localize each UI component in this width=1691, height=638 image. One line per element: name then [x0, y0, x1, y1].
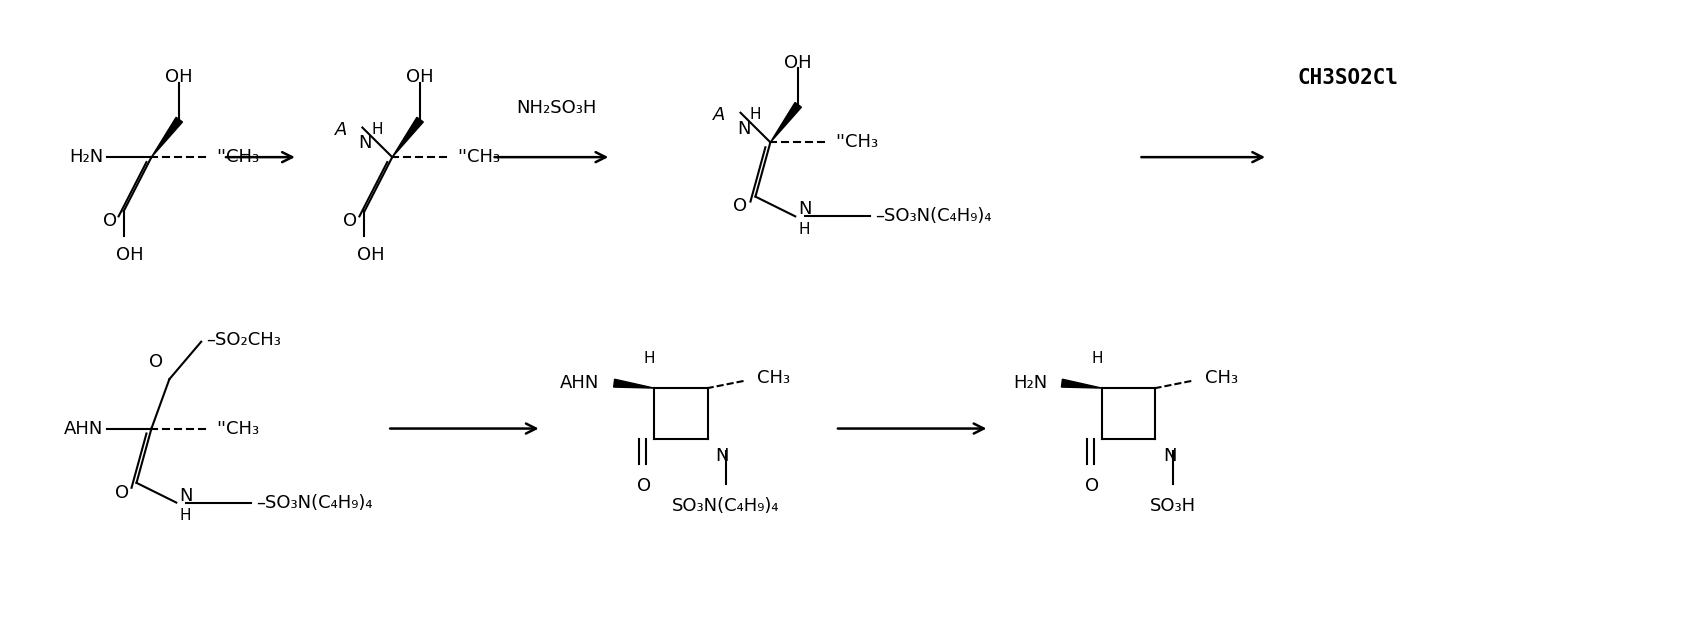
Text: OH: OH [357, 246, 384, 264]
Polygon shape [392, 117, 423, 157]
Text: H₂N: H₂N [69, 148, 103, 166]
Text: SO₃H: SO₃H [1150, 496, 1197, 515]
Text: AHN: AHN [64, 420, 103, 438]
Text: O: O [734, 198, 747, 216]
Text: H₂N: H₂N [1013, 374, 1047, 392]
Text: OH: OH [406, 68, 435, 86]
Text: N: N [737, 119, 751, 138]
Text: CH₃: CH₃ [1206, 369, 1238, 387]
Text: CH₃: CH₃ [758, 369, 791, 387]
Text: N: N [179, 487, 193, 505]
Text: O: O [103, 212, 117, 230]
Text: SO₃N(C₄H₉)₄: SO₃N(C₄H₉)₄ [671, 496, 780, 515]
Text: ''CH₃: ''CH₃ [835, 133, 878, 151]
Text: H: H [372, 122, 384, 137]
Text: ''CH₃: ''CH₃ [216, 148, 259, 166]
Polygon shape [771, 103, 802, 142]
Text: N: N [358, 135, 372, 152]
Text: NH₂SO₃H: NH₂SO₃H [516, 99, 597, 117]
Text: N: N [715, 447, 729, 465]
Text: H: H [798, 221, 810, 237]
Text: CH3SO2Cl: CH3SO2Cl [1297, 68, 1398, 88]
Text: O: O [115, 484, 129, 501]
Text: H: H [179, 508, 191, 523]
Text: –SO₃N(C₄H₉)₄: –SO₃N(C₄H₉)₄ [255, 494, 372, 512]
Text: H: H [749, 107, 761, 122]
Text: A: A [335, 121, 347, 138]
Text: –SO₃N(C₄H₉)₄: –SO₃N(C₄H₉)₄ [874, 207, 991, 225]
Text: H: H [643, 352, 654, 366]
Polygon shape [614, 379, 654, 388]
Text: N: N [798, 200, 812, 218]
Text: N: N [1163, 447, 1177, 465]
Text: OH: OH [166, 68, 193, 86]
Text: O: O [1084, 477, 1099, 495]
Text: ''CH₃: ''CH₃ [457, 148, 501, 166]
Text: H: H [1091, 352, 1103, 366]
Text: OH: OH [115, 246, 144, 264]
Polygon shape [1062, 379, 1103, 388]
Text: AHN: AHN [560, 374, 599, 392]
Text: A: A [714, 106, 725, 124]
Text: O: O [149, 353, 164, 371]
Text: OH: OH [785, 54, 812, 71]
Text: O: O [638, 477, 651, 495]
Polygon shape [152, 117, 183, 157]
Text: –SO₂CH₃: –SO₂CH₃ [206, 330, 281, 349]
Text: O: O [343, 212, 357, 230]
Text: ''CH₃: ''CH₃ [216, 420, 259, 438]
